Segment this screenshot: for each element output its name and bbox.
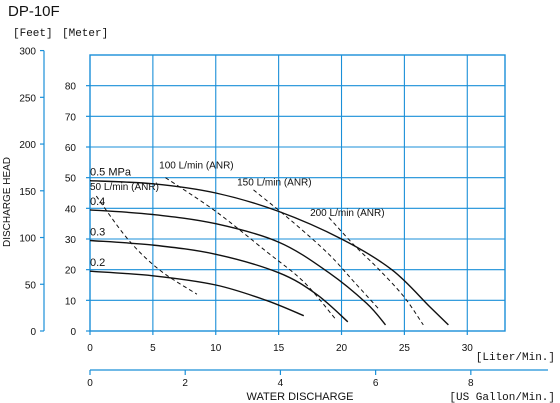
y-tick-label-feet: 300	[19, 47, 36, 58]
x-tick-label-gallon: 4	[278, 378, 284, 389]
x-tick-label-liter: 0	[87, 343, 93, 354]
y-tick-label-meter: 50	[65, 174, 77, 185]
x-axis-label: WATER DISCHARGE	[247, 391, 354, 403]
y-tick-label-meter: 80	[65, 82, 77, 93]
air-consumption-label: 50 L/min (ANR)	[90, 182, 159, 193]
y-tick-label-feet: 0	[30, 327, 36, 338]
air-consumption-label: 200 L/min (ANR)	[310, 208, 384, 219]
x-tick-label-liter: 20	[336, 343, 348, 354]
x-unit-gallon: [US Gallon/Min.]	[449, 392, 555, 403]
air-consumption-label: 100 L/min (ANR)	[159, 160, 233, 171]
x-tick-label-liter: 5	[150, 343, 156, 354]
air-consumption-line-2	[165, 177, 336, 320]
x-tick-label-gallon: 0	[87, 378, 93, 389]
y-tick-label-feet: 200	[19, 140, 36, 151]
pressure-label: 0.5 MPa	[90, 167, 132, 179]
x-tick-label-gallon: 6	[373, 378, 379, 389]
curve-labels: 50 L/min (ANR)100 L/min (ANR) 150 L/min (…	[90, 160, 385, 269]
y-tick-label-feet: 100	[19, 234, 36, 245]
y-tick-label-meter: 60	[65, 143, 77, 154]
y-tick-label-feet: 50	[25, 280, 37, 291]
y-tick-label-feet: 150	[19, 187, 36, 198]
pressure-curve-4	[89, 270, 305, 317]
y-unit-meter: [Meter]	[62, 28, 108, 40]
y-axis-label: DISCHARGE HEAD	[2, 157, 13, 247]
y-tick-label-feet: 250	[19, 93, 36, 104]
air-consumption-line-3	[253, 189, 380, 310]
x-tick-label-liter: 25	[399, 343, 411, 354]
pressure-label: 0.2	[90, 257, 105, 269]
pressure-curves	[89, 180, 449, 326]
y-tick-label-meter: 70	[65, 112, 77, 123]
x-unit-liter: [Liter/Min.]	[476, 352, 555, 364]
grid	[89, 54, 506, 332]
pressure-curve-2	[89, 209, 387, 326]
x-tick-label-liter: 15	[273, 343, 285, 354]
y-tick-label-meter: 30	[65, 235, 77, 246]
y-tick-label-meter: 10	[65, 296, 77, 307]
pressure-label: 0.4	[90, 196, 105, 208]
pressure-label: 0.3	[90, 227, 105, 239]
y-unit-feet: [Feet]	[13, 28, 53, 40]
plot-frame	[89, 54, 506, 332]
chart-title: DP-10F	[8, 3, 60, 20]
y-tick-label-meter: 0	[70, 327, 76, 338]
pressure-curve-1	[89, 180, 449, 326]
air-consumption-label: 150 L/min (ANR)	[237, 177, 311, 188]
x-tick-label-liter: 10	[210, 343, 222, 354]
air-consumption-line-4	[328, 217, 424, 326]
y-tick-label-meter: 40	[65, 204, 77, 215]
x-tick-label-gallon: 2	[182, 378, 188, 389]
pressure-curve-3	[89, 239, 349, 323]
air-consumption-lines	[95, 177, 424, 326]
x-tick-label-liter: 30	[462, 343, 474, 354]
x-tick-label-gallon: 8	[468, 378, 474, 389]
air-consumption-line-1	[95, 195, 198, 295]
y-tick-label-meter: 20	[65, 266, 77, 277]
